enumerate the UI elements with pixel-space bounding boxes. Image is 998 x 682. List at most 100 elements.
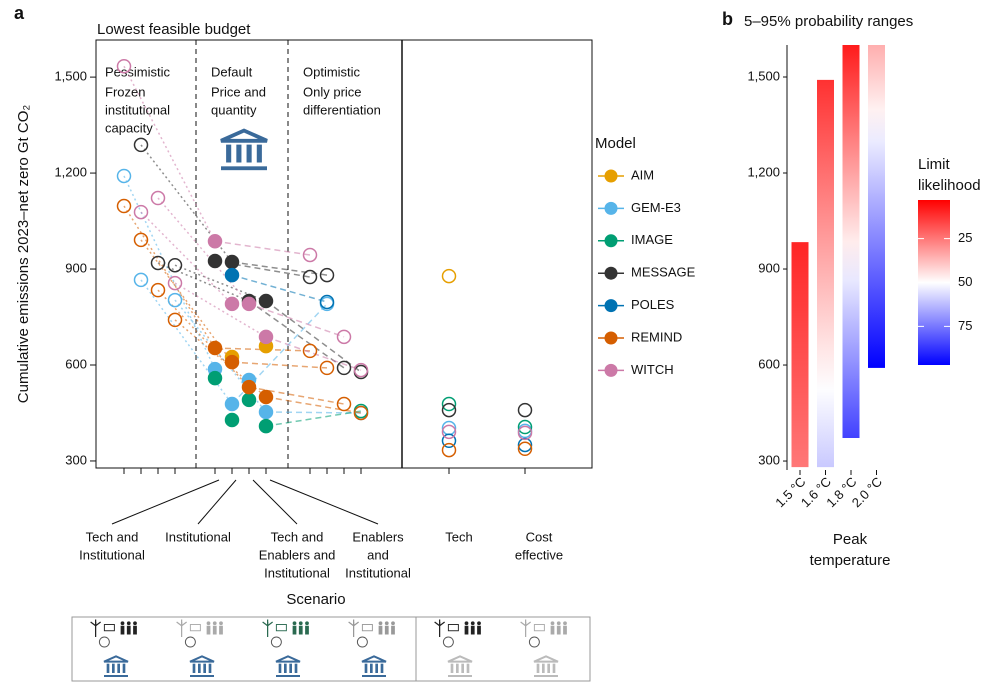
legend-marker bbox=[604, 266, 618, 280]
group-name: Pessimistic bbox=[105, 64, 171, 79]
series-connector bbox=[214, 347, 311, 352]
legend-label: REMIND bbox=[631, 329, 682, 344]
legend-marker bbox=[604, 299, 618, 313]
data-point bbox=[224, 412, 240, 428]
data-point bbox=[258, 389, 274, 405]
data-point bbox=[207, 253, 223, 269]
data-point bbox=[207, 340, 223, 356]
series-connector bbox=[140, 279, 233, 405]
probability-range bbox=[817, 79, 834, 468]
x-axis-label: Peak bbox=[833, 531, 868, 548]
legend-marker bbox=[604, 363, 618, 377]
y-tick-label: 300 bbox=[758, 452, 780, 467]
x-tick-label: effective bbox=[515, 547, 563, 562]
x-tick-label: Enablers bbox=[352, 529, 404, 544]
label-connector bbox=[269, 479, 379, 525]
legend-label: POLES bbox=[631, 297, 675, 312]
data-point bbox=[224, 267, 240, 283]
data-point bbox=[517, 402, 533, 418]
data-point bbox=[517, 425, 533, 441]
data-point bbox=[258, 404, 274, 420]
x-tick-label: Institutional bbox=[79, 547, 145, 562]
data-point bbox=[150, 255, 166, 271]
data-point bbox=[336, 396, 352, 412]
colorbar-tick-label: 50 bbox=[958, 274, 972, 289]
colorbar-tick-label: 25 bbox=[958, 230, 972, 245]
data-point bbox=[224, 354, 240, 370]
data-point bbox=[441, 268, 457, 284]
colorbar-title: Limit bbox=[918, 156, 951, 173]
x-tick-label: Institutional bbox=[165, 529, 231, 544]
data-point bbox=[207, 370, 223, 386]
x-axis-label: temperature bbox=[810, 552, 891, 569]
data-point bbox=[241, 296, 257, 312]
data-point bbox=[224, 396, 240, 412]
data-point bbox=[517, 441, 533, 457]
y-tick-label: 900 bbox=[758, 260, 780, 275]
data-point bbox=[302, 269, 318, 285]
legend-label: GEM-E3 bbox=[631, 200, 681, 215]
group-description: differentiation bbox=[303, 102, 381, 117]
data-point bbox=[150, 190, 166, 206]
data-point bbox=[150, 282, 166, 298]
y-tick-label: 1,500 bbox=[747, 68, 780, 83]
chart-title: Lowest feasible budget bbox=[97, 21, 251, 38]
colorbar-tick-label: 75 bbox=[958, 318, 972, 333]
data-point bbox=[241, 379, 257, 395]
x-tick-label: Tech bbox=[445, 529, 472, 544]
colorbar-title: likelihood bbox=[918, 177, 981, 194]
data-point bbox=[133, 204, 149, 220]
legend-marker bbox=[604, 331, 618, 345]
scenario-icons bbox=[71, 616, 591, 682]
y-tick-label: 600 bbox=[65, 356, 87, 371]
data-point bbox=[116, 168, 132, 184]
data-point bbox=[441, 396, 457, 412]
legend-label: IMAGE bbox=[631, 232, 673, 247]
institution-icon bbox=[219, 128, 269, 173]
group-name: Default bbox=[211, 64, 253, 79]
group-description: institutional bbox=[105, 102, 170, 117]
legend-title: Model bbox=[595, 135, 636, 152]
data-point bbox=[319, 360, 335, 376]
y-tick-label: 300 bbox=[65, 452, 87, 467]
label-connector bbox=[252, 479, 298, 525]
x-tick-label: and bbox=[367, 547, 389, 562]
group-description: capacity bbox=[105, 120, 153, 135]
x-tick-label: Enablers and bbox=[259, 547, 336, 562]
data-point bbox=[353, 405, 369, 421]
group-description: quantity bbox=[211, 102, 257, 117]
legend-marker bbox=[604, 234, 618, 248]
series-connector bbox=[123, 175, 216, 370]
data-point bbox=[167, 275, 183, 291]
series-connector bbox=[248, 386, 345, 405]
data-point bbox=[133, 137, 149, 153]
data-point bbox=[133, 272, 149, 288]
legend-label: AIM bbox=[631, 167, 654, 182]
data-point bbox=[167, 257, 183, 273]
series-connector bbox=[157, 262, 250, 302]
x-tick-label: Cost bbox=[526, 529, 553, 544]
legend-label: WITCH bbox=[631, 362, 674, 377]
group-name: Optimistic bbox=[303, 64, 361, 79]
series-connector bbox=[157, 289, 250, 388]
group-description: Frozen bbox=[105, 84, 145, 99]
series-connector bbox=[265, 410, 362, 427]
legend-label: MESSAGE bbox=[631, 265, 696, 280]
data-point bbox=[207, 233, 223, 249]
data-point bbox=[319, 294, 335, 310]
data-point bbox=[167, 292, 183, 308]
x-tick-label: Institutional bbox=[264, 565, 330, 580]
series-connector bbox=[123, 205, 216, 349]
data-point bbox=[224, 296, 240, 312]
y-tick-label: 900 bbox=[65, 260, 87, 275]
series-connector bbox=[265, 336, 362, 371]
label-connector bbox=[111, 479, 220, 525]
series-connector bbox=[214, 260, 311, 278]
label-connector bbox=[197, 479, 237, 525]
group-description: Only price bbox=[303, 84, 362, 99]
data-point bbox=[258, 293, 274, 309]
y-tick-label: 1,200 bbox=[747, 164, 780, 179]
data-point bbox=[224, 254, 240, 270]
data-point bbox=[517, 419, 533, 435]
chart-title: 5–95% probability ranges bbox=[744, 13, 913, 30]
